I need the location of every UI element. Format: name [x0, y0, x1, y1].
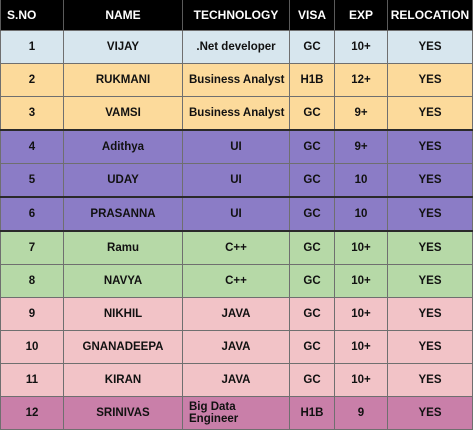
- cell-sno[interactable]: 10: [0, 330, 64, 364]
- cell-sno[interactable]: 11: [0, 363, 64, 397]
- table-row: 5 UDAY UI GC 10 YES: [0, 163, 473, 198]
- cell-exp[interactable]: 10+: [334, 330, 388, 364]
- cell-visa[interactable]: GC: [289, 163, 335, 198]
- cell-technology[interactable]: UI: [182, 129, 290, 164]
- cell-name[interactable]: NIKHIL: [63, 297, 183, 331]
- table-row: 7 Ramu C++ GC 10+ YES: [0, 230, 473, 265]
- cell-exp[interactable]: 9+: [334, 96, 388, 131]
- cell-sno[interactable]: 4: [0, 129, 64, 164]
- cell-relocation[interactable]: YES: [387, 330, 473, 364]
- cell-relocation[interactable]: YES: [387, 163, 473, 198]
- table-row: 12 SRINIVAS Big Data Engineer H1B 9 YES: [0, 396, 473, 430]
- cell-technology[interactable]: Big Data Engineer: [182, 396, 290, 430]
- cell-sno[interactable]: 1: [0, 30, 64, 64]
- cell-relocation[interactable]: YES: [387, 129, 473, 164]
- cell-visa[interactable]: H1B: [289, 63, 335, 97]
- cell-technology[interactable]: UI: [182, 196, 290, 232]
- cell-exp[interactable]: 9: [334, 396, 388, 430]
- cell-technology[interactable]: Business Analyst: [182, 96, 290, 131]
- cell-technology[interactable]: UI: [182, 163, 290, 198]
- cell-relocation[interactable]: YES: [387, 63, 473, 97]
- cell-name[interactable]: SRINIVAS: [63, 396, 183, 430]
- cell-relocation[interactable]: YES: [387, 230, 473, 265]
- cell-visa[interactable]: H1B: [289, 396, 335, 430]
- cell-visa[interactable]: GC: [289, 30, 335, 64]
- cell-sno[interactable]: 9: [0, 297, 64, 331]
- cell-technology[interactable]: JAVA: [182, 330, 290, 364]
- cell-name[interactable]: GNANADEEPA: [63, 330, 183, 364]
- cell-relocation[interactable]: YES: [387, 363, 473, 397]
- cell-relocation[interactable]: YES: [387, 196, 473, 232]
- header-sno: S.NO: [0, 0, 64, 31]
- cell-name[interactable]: Ramu: [63, 230, 183, 265]
- cell-relocation[interactable]: YES: [387, 30, 473, 64]
- cell-exp[interactable]: 10+: [334, 297, 388, 331]
- cell-exp[interactable]: 9+: [334, 129, 388, 164]
- cell-technology[interactable]: .Net developer: [182, 30, 290, 64]
- header-exp: EXP: [334, 0, 388, 31]
- cell-sno[interactable]: 2: [0, 63, 64, 97]
- cell-sno[interactable]: 7: [0, 230, 64, 265]
- cell-exp[interactable]: 12+: [334, 63, 388, 97]
- cell-relocation[interactable]: YES: [387, 297, 473, 331]
- header-visa: VISA: [289, 0, 335, 31]
- cell-sno[interactable]: 12: [0, 396, 64, 430]
- cell-sno[interactable]: 6: [0, 196, 64, 232]
- cell-visa[interactable]: GC: [289, 96, 335, 131]
- cell-visa[interactable]: GC: [289, 363, 335, 397]
- cell-technology[interactable]: C++: [182, 230, 290, 265]
- table-row: 2 RUKMANI Business Analyst H1B 12+ YES: [0, 63, 473, 97]
- cell-technology[interactable]: C++: [182, 264, 290, 298]
- cell-exp[interactable]: 10+: [334, 264, 388, 298]
- cell-name[interactable]: RUKMANI: [63, 63, 183, 97]
- table-body: 1 VIJAY .Net developer GC 10+ YES 2 RUKM…: [0, 30, 473, 430]
- cell-name[interactable]: Adithya: [63, 129, 183, 164]
- cell-relocation[interactable]: YES: [387, 264, 473, 298]
- cell-name[interactable]: KIRAN: [63, 363, 183, 397]
- cell-relocation[interactable]: YES: [387, 96, 473, 131]
- header-name: NAME: [63, 0, 183, 31]
- cell-technology[interactable]: JAVA: [182, 297, 290, 331]
- cell-name[interactable]: NAVYA: [63, 264, 183, 298]
- cell-exp[interactable]: 10: [334, 163, 388, 198]
- cell-visa[interactable]: GC: [289, 297, 335, 331]
- table-row: 4 Adithya UI GC 9+ YES: [0, 129, 473, 164]
- table-row: 11 KIRAN JAVA GC 10+ YES: [0, 363, 473, 397]
- table-row: 10 GNANADEEPA JAVA GC 10+ YES: [0, 330, 473, 364]
- cell-name[interactable]: VIJAY: [63, 30, 183, 64]
- cell-visa[interactable]: GC: [289, 330, 335, 364]
- cell-visa[interactable]: GC: [289, 129, 335, 164]
- cell-visa[interactable]: GC: [289, 196, 335, 232]
- cell-technology[interactable]: Business Analyst: [182, 63, 290, 97]
- table-row: 1 VIJAY .Net developer GC 10+ YES: [0, 30, 473, 64]
- candidates-table: S.NO NAME TECHNOLOGY VISA EXP RELOCATION…: [0, 0, 473, 430]
- header-row: S.NO NAME TECHNOLOGY VISA EXP RELOCATION: [0, 0, 473, 31]
- cell-name[interactable]: VAMSI: [63, 96, 183, 131]
- table-row: 3 VAMSI Business Analyst GC 9+ YES: [0, 96, 473, 131]
- cell-visa[interactable]: GC: [289, 230, 335, 265]
- cell-exp[interactable]: 10: [334, 196, 388, 232]
- cell-relocation[interactable]: YES: [387, 396, 473, 430]
- cell-sno[interactable]: 8: [0, 264, 64, 298]
- table-row: 9 NIKHIL JAVA GC 10+ YES: [0, 297, 473, 331]
- cell-name[interactable]: PRASANNA: [63, 196, 183, 232]
- cell-technology[interactable]: JAVA: [182, 363, 290, 397]
- cell-name[interactable]: UDAY: [63, 163, 183, 198]
- cell-exp[interactable]: 10+: [334, 30, 388, 64]
- header-relocation: RELOCATION: [387, 0, 473, 31]
- cell-visa[interactable]: GC: [289, 264, 335, 298]
- header-technology: TECHNOLOGY: [182, 0, 290, 31]
- cell-sno[interactable]: 3: [0, 96, 64, 131]
- table-row: 6 PRASANNA UI GC 10 YES: [0, 196, 473, 232]
- cell-exp[interactable]: 10+: [334, 363, 388, 397]
- cell-exp[interactable]: 10+: [334, 230, 388, 265]
- cell-sno[interactable]: 5: [0, 163, 64, 198]
- table-row: 8 NAVYA C++ GC 10+ YES: [0, 264, 473, 298]
